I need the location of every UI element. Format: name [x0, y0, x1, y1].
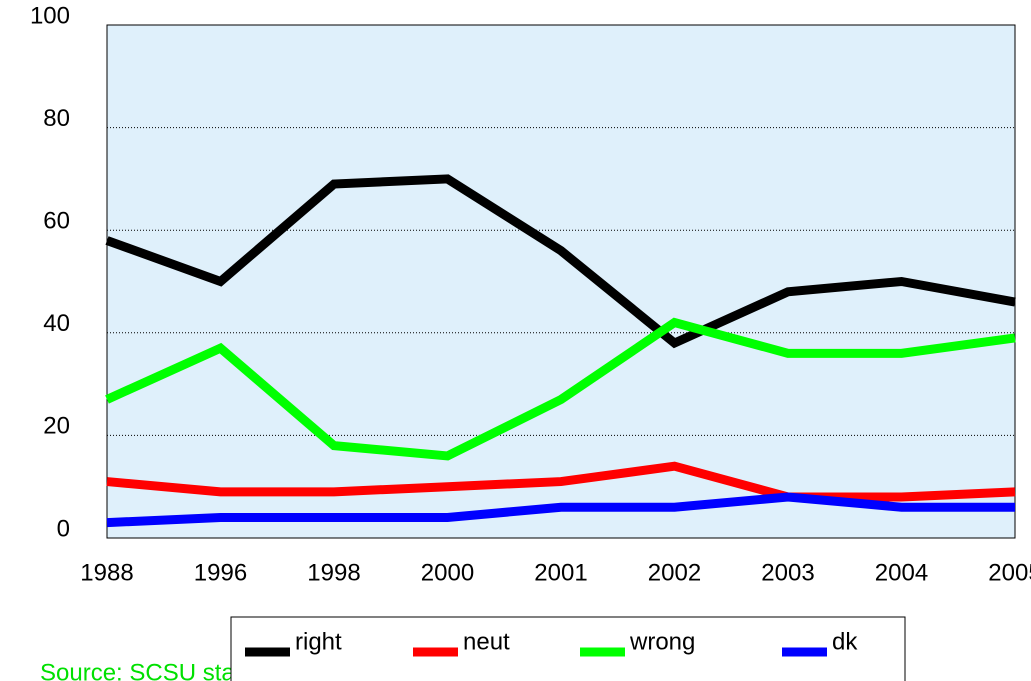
x-tick-label: 1996	[194, 559, 247, 586]
y-tick-label: 40	[43, 310, 70, 337]
legend-label: wrong	[629, 628, 695, 655]
series-line	[106, 492, 1015, 528]
series-line	[105, 317, 1016, 461]
x-tick-label: 2005	[988, 559, 1031, 586]
x-tick-label: 2004	[875, 559, 928, 586]
x-tick-label: 1988	[80, 559, 133, 586]
x-tick-label: 2001	[534, 559, 587, 586]
y-tick-label: 100	[30, 2, 70, 29]
series-line	[106, 461, 1016, 502]
y-tick-label: 0	[57, 515, 70, 542]
legend-label: neut	[463, 628, 510, 655]
legend-label: right	[295, 628, 342, 655]
x-tick-label: 2000	[421, 559, 474, 586]
y-tick-label: 20	[43, 413, 70, 440]
series-line	[105, 174, 1016, 349]
x-tick-label: 2002	[648, 559, 701, 586]
x-tick-label: 1998	[307, 559, 360, 586]
x-tick-label: 2003	[761, 559, 814, 586]
y-tick-label: 80	[43, 105, 70, 132]
legend-label: dk	[832, 628, 858, 655]
y-tick-label: 60	[43, 208, 70, 235]
